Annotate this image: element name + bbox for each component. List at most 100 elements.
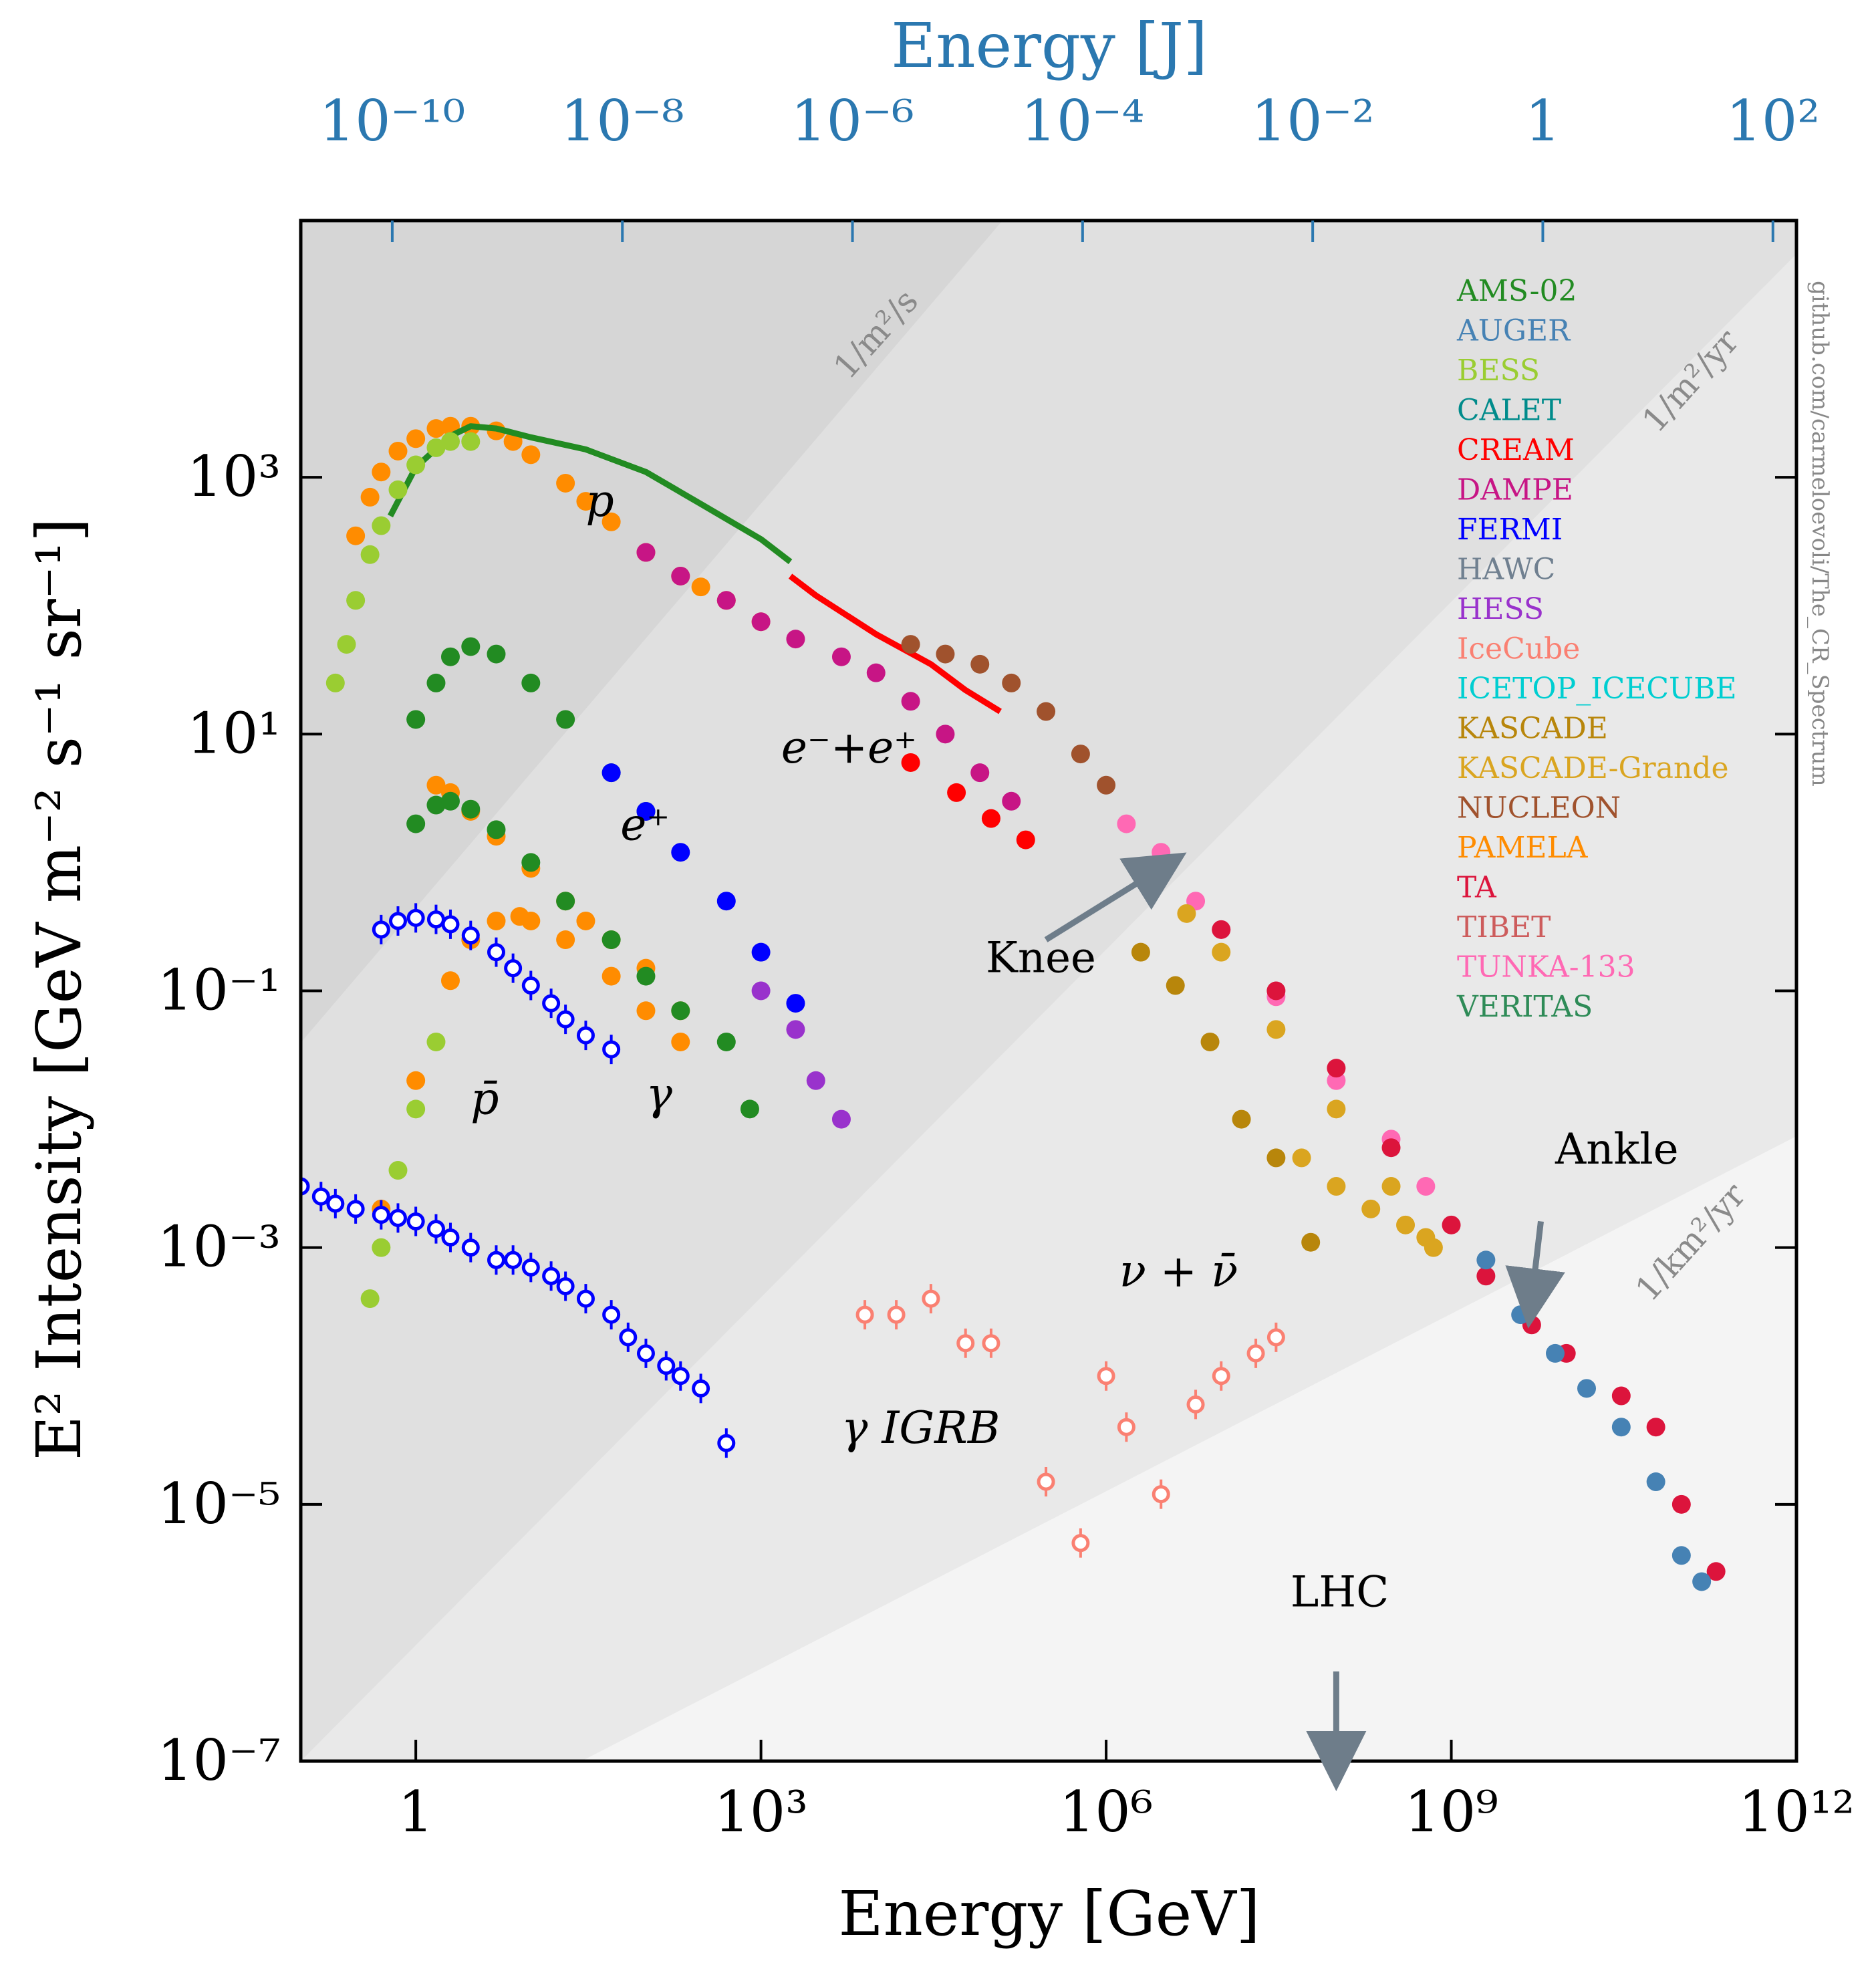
annotation-1-arrow xyxy=(1505,1220,1565,1329)
series-18-point-1 xyxy=(406,1071,426,1090)
series-9-point-4 xyxy=(1611,1418,1631,1437)
series-0-point-0 xyxy=(346,526,366,545)
series-6-point-5 xyxy=(1071,745,1090,764)
x2-axis-title: Energy [J] xyxy=(891,10,1208,82)
x2-tick-label-6: 10² xyxy=(1726,88,1820,154)
annotation-0-text: Knee xyxy=(986,933,1096,982)
legend-entry-10: ICETOP_ICECUBE xyxy=(1457,672,1737,706)
series-8-point-0 xyxy=(1212,920,1231,939)
series-5-point-2 xyxy=(981,809,1000,828)
legend-entry-14: PAMELA xyxy=(1457,831,1589,865)
series-12-point-4 xyxy=(1424,1238,1443,1257)
y-axis-title: E² Intensity [GeV m⁻² s⁻¹ sr⁻¹] xyxy=(23,518,95,1460)
legend-entry-0: AMS-02 xyxy=(1456,274,1577,308)
series-17-point-2 xyxy=(440,791,460,811)
series-13-point-0 xyxy=(406,710,426,729)
series-6-point-1 xyxy=(936,644,955,664)
series-19-point-4 xyxy=(426,1032,446,1051)
series-18-point-10 xyxy=(671,1032,690,1051)
series-9-point-7 xyxy=(1692,1572,1712,1591)
series-21-point-18 xyxy=(636,1344,655,1363)
series-18 xyxy=(372,907,690,1218)
legend-entry-2: BESS xyxy=(1457,354,1540,388)
series-20-point-11 xyxy=(576,1026,595,1045)
series-20-point-1 xyxy=(388,912,407,930)
series-21-point-2 xyxy=(326,1194,345,1213)
y-tick-label-3: 10⁻³ xyxy=(157,1214,281,1280)
series-22-point-2 xyxy=(922,1289,940,1308)
series-17-point-4 xyxy=(487,820,506,839)
series-11-point-2 xyxy=(1200,1032,1220,1051)
legend-entry-1: AUGER xyxy=(1456,314,1571,348)
series-21-point-17 xyxy=(619,1328,638,1347)
legend-entry-6: FERMI xyxy=(1457,513,1563,547)
series-0-point-10 xyxy=(521,445,541,465)
legend-entry-3: CALET xyxy=(1457,394,1561,428)
x-tick-label-2: 10⁶ xyxy=(1059,1779,1154,1845)
series-20-point-4 xyxy=(441,915,460,934)
series-0-point-11 xyxy=(556,473,575,493)
x2-tick-label-4: 10⁻² xyxy=(1251,88,1375,154)
series-6-point-2 xyxy=(970,654,990,674)
series-5-point-0 xyxy=(901,753,920,772)
y-tick-label-2: 10⁻¹ xyxy=(157,958,281,1023)
series-21-point-9 xyxy=(461,1238,480,1257)
series-2-point-6 xyxy=(406,455,426,475)
series-2 xyxy=(325,432,481,692)
series-21-point-13 xyxy=(542,1267,561,1285)
series-17-point-10 xyxy=(716,1032,736,1051)
series-4-point-1 xyxy=(671,566,690,585)
series-10-point-0 xyxy=(1177,904,1196,923)
series-10-point-2 xyxy=(1266,1020,1286,1039)
series-21-point-0 xyxy=(301,1177,310,1196)
y-tick-label-5: 10⁻⁷ xyxy=(157,1728,281,1793)
series-22 xyxy=(855,1284,1285,1558)
series-21-point-4 xyxy=(372,1206,390,1224)
x-tick-label-4: 10¹² xyxy=(1738,1779,1855,1845)
series-5 xyxy=(901,753,1035,849)
series-4-point-4 xyxy=(786,630,805,649)
series-17 xyxy=(406,791,759,1119)
series-8-point-8 xyxy=(1611,1386,1631,1406)
series-10-point-3 xyxy=(1327,1099,1346,1119)
series-18-point-4 xyxy=(487,911,506,930)
series-11-point-5 xyxy=(1301,1232,1321,1252)
series-15 xyxy=(751,981,851,1129)
legend-entry-17: TUNKA-133 xyxy=(1457,950,1635,984)
series-6 xyxy=(901,635,1116,795)
series-22-point-4 xyxy=(982,1334,1000,1353)
series-8-point-10 xyxy=(1671,1494,1691,1514)
series-13-point-6 xyxy=(556,710,575,729)
series-18-point-2 xyxy=(440,971,460,991)
series-8-point-5 xyxy=(1476,1267,1496,1286)
series-label-3: p̄ xyxy=(471,1073,499,1125)
series-20-point-10 xyxy=(556,1010,575,1029)
series-21-point-14 xyxy=(556,1277,575,1295)
series-4-point-0 xyxy=(636,543,656,562)
series-9-point-6 xyxy=(1671,1546,1691,1565)
series-17-point-0 xyxy=(406,814,426,833)
series-21-point-1 xyxy=(311,1187,330,1206)
series-6-point-6 xyxy=(1097,775,1116,795)
series-15-point-1 xyxy=(786,1020,805,1039)
series-17-point-11 xyxy=(740,1099,759,1119)
credit-text: github.com/carmeloevoli/The_CR_Spectrum xyxy=(1806,281,1833,787)
series-8-point-4 xyxy=(1442,1215,1461,1234)
series-20-point-9 xyxy=(542,994,561,1013)
x-axis-title: Energy [GeV] xyxy=(838,1878,1260,1950)
series-9-point-2 xyxy=(1546,1343,1565,1363)
series-2-point-1 xyxy=(337,635,356,654)
series-18-point-8 xyxy=(601,966,621,986)
y-tick-label-4: 10⁻⁵ xyxy=(157,1471,281,1537)
series-21-point-22 xyxy=(717,1434,736,1452)
series-5-point-3 xyxy=(1016,830,1035,849)
series-20-point-6 xyxy=(487,943,505,962)
series-0-point-3 xyxy=(388,441,408,460)
series-19-point-2 xyxy=(388,1161,408,1180)
series-label-0: p xyxy=(585,475,614,527)
series-21-point-10 xyxy=(487,1250,505,1269)
series-14-point-1 xyxy=(636,801,656,821)
series-13-point-1 xyxy=(426,673,446,692)
series-21-point-21 xyxy=(692,1379,710,1398)
series-13-point-5 xyxy=(521,673,541,692)
